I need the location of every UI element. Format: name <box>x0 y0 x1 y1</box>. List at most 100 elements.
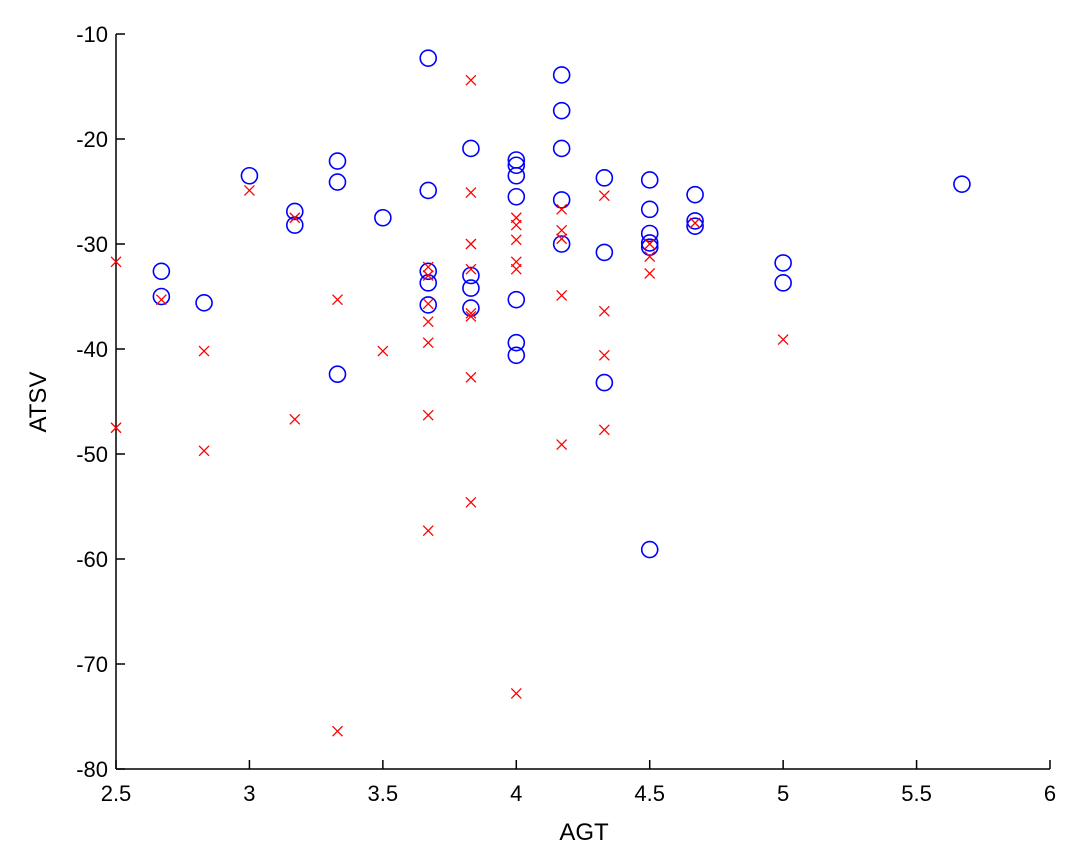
x-marker <box>243 184 255 196</box>
y-tick-label: -80 <box>76 757 108 782</box>
x-marker <box>465 307 477 319</box>
circle-marker <box>419 181 438 200</box>
circle-marker <box>507 333 526 352</box>
x-marker <box>422 261 434 273</box>
y-tick-label: -40 <box>76 337 108 362</box>
circle-marker <box>507 156 526 175</box>
x-marker <box>598 305 610 317</box>
circle-marker <box>640 234 659 252</box>
circle-marker <box>640 238 659 256</box>
x-marker <box>155 294 167 306</box>
circle-marker <box>552 66 571 84</box>
circle-marker <box>595 373 614 392</box>
circle-marker <box>640 171 659 189</box>
x-marker <box>556 203 568 215</box>
circle-marker <box>686 212 704 230</box>
circle-marker <box>552 191 571 209</box>
y-tick-label: -70 <box>76 652 108 677</box>
x-marker <box>198 445 210 457</box>
x-marker <box>465 263 477 275</box>
x-marker <box>644 251 656 263</box>
x-marker <box>422 298 434 310</box>
circle-marker <box>328 173 347 191</box>
x-marker <box>556 224 568 236</box>
y-axis: -10 -20 -30 -40 -50 -60 -70 -80 <box>76 22 125 782</box>
data-markers <box>110 49 971 737</box>
circle-marker <box>507 346 526 365</box>
x-tick-label: 2.5 <box>101 781 132 806</box>
x-marker <box>556 233 568 245</box>
x-tick-label: 6 <box>1044 781 1056 806</box>
x-marker <box>598 424 610 436</box>
x-marker <box>422 525 434 537</box>
x-marker <box>510 234 522 246</box>
circle-marker <box>419 262 438 281</box>
circle-marker <box>552 235 571 253</box>
circle-marker <box>953 175 971 193</box>
x-marker <box>465 371 477 383</box>
circle-marker <box>462 266 480 285</box>
x-marker <box>289 413 301 425</box>
circle-marker <box>462 279 480 297</box>
circle-marker <box>152 287 171 306</box>
y-tick-label: -50 <box>76 442 108 467</box>
circle-marker <box>640 540 659 559</box>
circle-marker <box>640 200 659 219</box>
circle-marker <box>328 152 347 170</box>
x-marker <box>110 422 122 434</box>
circle-marker <box>595 169 614 187</box>
x-marker <box>510 263 522 275</box>
circle-marker <box>374 208 392 227</box>
circle-marker <box>507 187 526 206</box>
x-marker <box>556 289 568 301</box>
x-tick-label: 3.5 <box>368 781 399 806</box>
circle-marker <box>552 139 571 158</box>
circle-marker <box>419 274 438 292</box>
x-marker <box>510 687 522 699</box>
circle-marker <box>152 262 171 281</box>
circle-marker <box>774 274 792 292</box>
circle-marker <box>328 365 347 384</box>
x-marker <box>777 334 789 346</box>
y-tick-label: -20 <box>76 127 108 152</box>
circle-marker <box>507 290 526 309</box>
circle-marker <box>595 243 614 262</box>
x-marker <box>644 267 656 279</box>
circle-marker <box>774 254 792 272</box>
y-axis-label: ATSV <box>25 372 52 433</box>
circle-marker <box>507 166 526 185</box>
circle-marker <box>419 296 438 314</box>
y-tick-label: -60 <box>76 547 108 572</box>
x-marker <box>422 316 434 328</box>
x-marker <box>689 217 701 229</box>
x-marker <box>422 270 434 281</box>
x-marker <box>465 496 477 508</box>
x-marker <box>422 409 434 421</box>
circle-marker <box>240 166 259 185</box>
x-marker <box>332 725 343 737</box>
x-tick-label: 3 <box>243 781 255 806</box>
circle-marker <box>552 101 571 120</box>
x-marker <box>644 238 656 250</box>
circle-marker <box>686 185 704 204</box>
x-tick-label: 5 <box>777 781 789 806</box>
x-marker <box>198 345 210 357</box>
x-tick-label: 5.5 <box>901 781 932 806</box>
x-marker <box>556 439 568 451</box>
x-marker <box>422 337 434 349</box>
circle-marker <box>640 224 659 243</box>
x-marker <box>289 212 301 224</box>
circle-marker <box>462 139 480 158</box>
circle-marker <box>419 49 438 67</box>
x-marker <box>332 294 343 306</box>
x-marker <box>510 219 522 231</box>
x-axis: 2.5 3 3.5 4 4.5 5 5.5 6 <box>101 760 1056 806</box>
circle-marker <box>686 217 704 235</box>
x-marker <box>598 190 610 202</box>
x-marker <box>465 310 477 322</box>
x-marker <box>110 256 122 268</box>
x-marker <box>465 187 477 199</box>
x-marker <box>598 349 610 361</box>
circle-marker <box>195 293 213 312</box>
